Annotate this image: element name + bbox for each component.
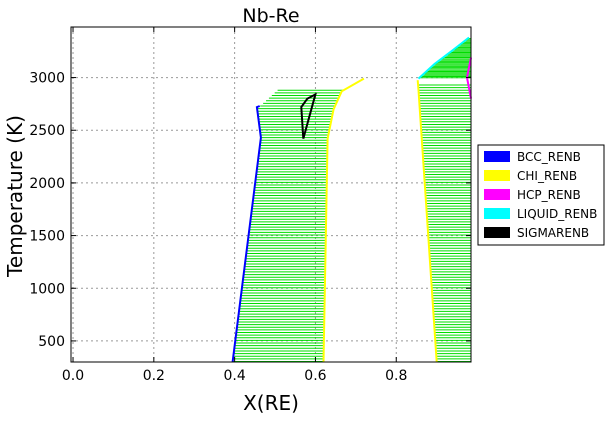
y-tick-label: 2500 [29,123,65,139]
phase-boundary-chi-renb [416,80,438,363]
phase-boundary-liquid-renb [417,36,470,80]
legend-swatch [484,189,510,200]
legend-swatch [484,227,510,238]
grid-lines [71,27,471,362]
y-axis-label: Temperature (K) [3,115,27,278]
y-tick-label: 500 [38,334,65,350]
plot-frame [70,26,472,363]
phase-boundaries [231,36,472,363]
y-tick-label: 2000 [29,176,65,192]
legend-entry: LIQUID_RENB [517,207,597,221]
legend-swatch [484,208,510,219]
phase-boundary-chi-renb [322,77,365,363]
legend-entry: BCC_RENB [517,150,581,164]
legend-swatch [484,151,510,162]
y-tick-label: 3000 [29,71,65,87]
legend-entry: CHI_RENB [517,169,577,183]
axis-ticks: 0.0 0.2 0.4 0.6 0.8 500 1000 1500 2000 2500 3000 [29,27,471,384]
tie-lines [232,38,471,362]
x-tick-label: 0.6 [304,368,326,384]
x-tick-label: 0.8 [385,368,407,384]
legend: BCC_RENB CHI_RENB HCP_RENB LIQUID_RENB SIGMA… [477,144,605,246]
y-tick-label: 1500 [29,229,65,245]
x-tick-label: 0.4 [224,368,246,384]
phase-boundary-sigmarenb [300,92,317,139]
y-tick-label: 1000 [29,281,65,297]
phase-boundary-bcc-renb [231,105,262,363]
x-tick-label: 0.0 [62,368,84,384]
chart-title: Nb-Re [242,5,299,27]
x-axis-label: X(RE) [243,391,299,415]
x-tick-label: 0.2 [143,368,165,384]
legend-swatch [484,170,510,181]
legend-entry: HCP_RENB [517,188,581,202]
legend-entry: SIGMARENB [517,226,589,240]
